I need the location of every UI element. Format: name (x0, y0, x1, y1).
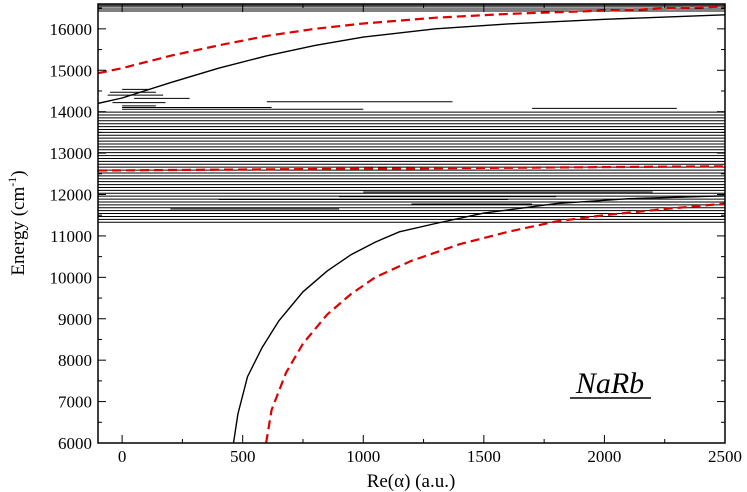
x-axis-title-symbol: α (394, 471, 404, 492)
y-tick-label: 15000 (50, 61, 93, 80)
x-tick-label: 1000 (346, 447, 380, 466)
y-tick-label: 16000 (50, 20, 93, 39)
y-tick-label: 6000 (58, 434, 92, 453)
plot-frame (97, 3, 726, 444)
series-curve-1 (98, 14, 725, 105)
x-tick-label: 2500 (708, 447, 742, 466)
y-tick-label: 12000 (50, 186, 93, 205)
y-tick-label: 8000 (58, 351, 92, 370)
series-curve-2 (232, 195, 725, 443)
y-axis-title: Energy (cm-1) (5, 170, 29, 275)
y-tick-label: 7000 (58, 393, 92, 412)
x-tick-label: 2000 (587, 447, 621, 466)
x-tick-label: 0 (118, 447, 127, 466)
y-axis-title-main: Energy (cm (8, 187, 29, 276)
series-curve-3 (98, 5, 725, 75)
y-tick-label: 11000 (50, 227, 92, 246)
series-curve-5 (98, 165, 725, 172)
x-tick-label: 1500 (467, 447, 501, 466)
y-tick-label: 14000 (50, 103, 93, 122)
y-tick-label: 9000 (58, 310, 92, 329)
y-tick-label: 13000 (50, 144, 93, 163)
x-axis-title-prefix: Re( (367, 471, 394, 492)
x-axis-title-suffix: ) (a.u.) (404, 471, 455, 492)
chart-annotation: NaRb (575, 367, 644, 400)
y-tick-label: 10000 (50, 268, 93, 287)
series-curve-4 (265, 202, 725, 443)
y-axis-title-close: ) (8, 170, 29, 176)
y-axis-title-sup: -1 (5, 177, 19, 187)
x-tick-label: 500 (230, 447, 256, 466)
x-axis-title: Re(α) (a.u.) (367, 471, 456, 492)
